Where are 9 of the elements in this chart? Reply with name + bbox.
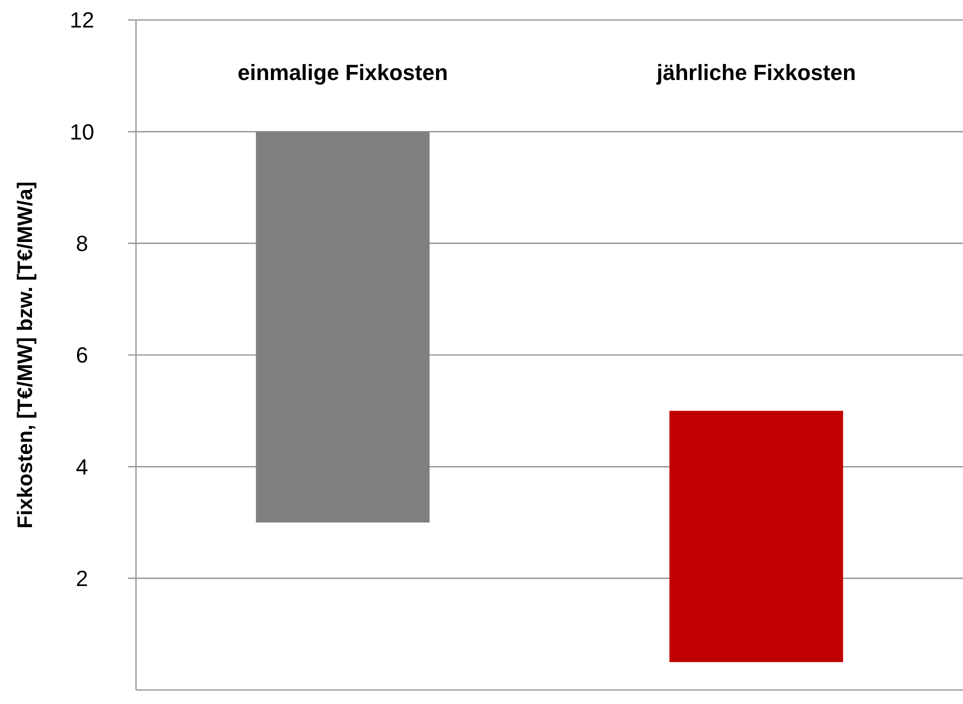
y-tick-label: 6 xyxy=(76,342,88,368)
y-axis-title: Fixkosten, [T€/MW] bzw. [T€/MW/a] xyxy=(14,182,37,528)
y-tick-label: 2 xyxy=(76,566,88,592)
y-tick-label: 8 xyxy=(76,231,88,256)
y-tick-label: 12 xyxy=(70,8,94,33)
x-tick-label: jährliche Fixkosten xyxy=(656,60,856,85)
y-tick-label: 10 xyxy=(70,119,94,144)
x-tick-label: einmalige Fixkosten xyxy=(238,60,448,85)
y-tick-label: 4 xyxy=(76,454,88,480)
